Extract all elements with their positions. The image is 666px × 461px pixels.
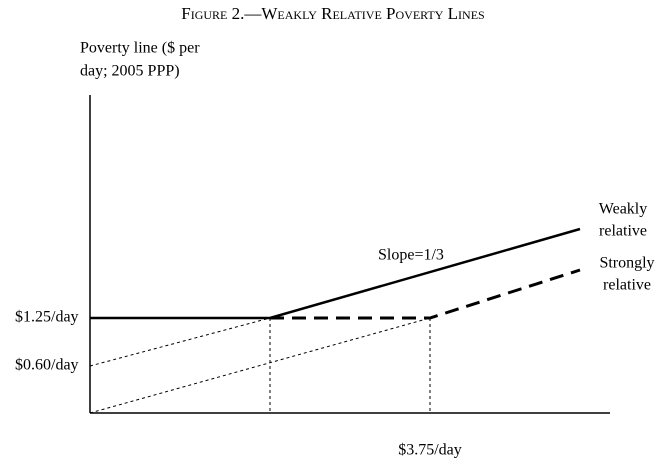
weakly-label: Weakly [599, 201, 647, 218]
guide-line [89, 317, 271, 367]
y-axis-label: day; 2005 PPP) [80, 63, 180, 80]
strongly-label: relative [603, 277, 651, 294]
guide-line [89, 317, 431, 414]
slope-label: Slope=1/3 [378, 247, 444, 264]
strongly-label: Strongly [599, 255, 654, 272]
y-axis-label: Poverty line ($ per [80, 40, 200, 57]
absolute-line-label: $1.25/day [15, 309, 79, 326]
intercept-label: $0.60/day [15, 357, 79, 374]
strongly-relative-line [270, 268, 581, 320]
kink-label: $3.75/day [398, 442, 462, 459]
figure-title: Figure 2.—Weakly Relative Poverty Lines [181, 4, 484, 23]
weakly-label: relative [599, 223, 647, 240]
weakly-relative-line [90, 227, 581, 320]
